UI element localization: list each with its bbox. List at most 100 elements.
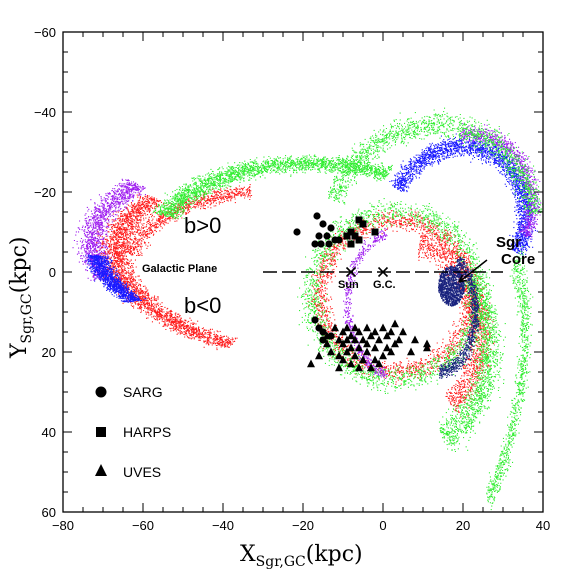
y-tick-label: 0: [49, 265, 56, 280]
annotation-b-positive: b>0: [184, 213, 221, 238]
x-tick-labels: −80 −60 −40 −20 0 20 40: [52, 518, 550, 533]
marker-harps: [359, 220, 367, 228]
annotation-sgr: Sgr: [496, 234, 521, 251]
marker-uves: [347, 343, 355, 352]
y-tick-label: 40: [42, 425, 56, 440]
annotation-b-negative: b<0: [184, 293, 221, 318]
marker-uves: [335, 335, 343, 344]
x-tick-label: −60: [132, 518, 154, 533]
marker-uves: [307, 359, 315, 368]
marker-harps: [347, 240, 355, 248]
marker-uves: [379, 351, 387, 360]
marker-sarg: [311, 240, 319, 248]
annotation-sun: Sun: [338, 279, 359, 291]
x-axis-label: XSgr,GC(kpc): [240, 542, 363, 570]
sgr-core-arrow: [458, 259, 488, 283]
stream-green-12: [438, 269, 506, 453]
marker-sarg: [335, 236, 343, 244]
marker-uves: [339, 355, 347, 364]
marker-uves: [371, 355, 379, 364]
marker-uves: [359, 355, 367, 364]
marker-uves: [343, 323, 351, 332]
marker-uves: [343, 347, 351, 356]
marker-sarg: [313, 212, 321, 220]
y-tick-label: −20: [34, 185, 56, 200]
marker-uves: [367, 331, 375, 340]
legend-marker-sarg: [95, 386, 107, 398]
marker-sarg: [323, 232, 331, 240]
tick-marks: [62, 31, 544, 513]
marker-uves: [315, 351, 323, 360]
stream-green-9: [297, 198, 492, 394]
marker-uves: [391, 319, 399, 328]
sgr-core: [438, 265, 465, 307]
stream-navy-14: [439, 256, 481, 379]
legend-label-uves: UVES: [123, 464, 161, 480]
marker-uves: [363, 347, 371, 356]
marker-uves: [359, 335, 367, 344]
marker-uves: [387, 347, 395, 356]
axis-ticks: [62, 31, 544, 513]
x-tick-label: −40: [212, 518, 234, 533]
marker-uves: [339, 339, 347, 348]
stream-purple-0: [72, 178, 146, 281]
y-tick-labels: −60 −40 −20 0 20 40 60: [34, 25, 56, 520]
sample-markers: [293, 212, 431, 372]
legend-label-harps: HARPS: [123, 424, 171, 440]
marker-harps: [371, 228, 379, 236]
marker-uves: [323, 339, 331, 348]
marker-uves: [423, 339, 431, 348]
marker-uves: [331, 323, 339, 332]
stream-blue-3: [84, 254, 147, 303]
stream-green-7: [328, 107, 544, 216]
marker-uves: [355, 327, 363, 336]
marker-uves: [367, 363, 375, 372]
marker-sarg: [311, 316, 319, 324]
marker-uves: [351, 323, 359, 332]
x-tick-label: 20: [456, 518, 470, 533]
marker-uves: [371, 327, 379, 336]
x-tick-label: −80: [52, 518, 74, 533]
marker-uves: [363, 323, 371, 332]
marker-uves: [327, 347, 335, 356]
y-axis-label: YSgr,GC(kpc): [7, 237, 35, 360]
marker-sarg: [293, 228, 301, 236]
marker-harps: [351, 232, 359, 240]
x-tick-label: −20: [292, 518, 314, 533]
marker-uves: [411, 335, 419, 344]
cross-sun: [345, 266, 357, 278]
x-tick-label: 40: [536, 518, 550, 533]
marker-sarg: [317, 240, 325, 248]
legend-label-sarg: SARG: [123, 384, 163, 400]
y-tick-label: 20: [42, 345, 56, 360]
marker-uves: [351, 351, 359, 360]
marker-sarg: [325, 240, 333, 248]
marker-sarg: [327, 224, 335, 232]
marker-uves: [375, 359, 383, 368]
marker-uves: [339, 327, 347, 336]
stream-green-13: [486, 245, 534, 511]
marker-harps: [343, 232, 351, 240]
x-tick-label: 0: [379, 518, 386, 533]
marker-uves: [383, 343, 391, 352]
marker-uves: [355, 343, 363, 352]
galactic-plane-line: [263, 259, 503, 283]
annotation-gc: G.C.: [373, 279, 396, 291]
cross-gc: [377, 266, 389, 278]
marker-uves: [347, 359, 355, 368]
marker-uves: [355, 363, 363, 372]
annotation-galactic-plane: Galactic Plane: [142, 263, 217, 275]
annotation-core: Core: [501, 251, 535, 268]
marker-uves: [383, 331, 391, 340]
marker-uves: [343, 335, 351, 344]
marker-harps: [355, 236, 363, 244]
legend-marker-uves: [95, 464, 107, 476]
marker-uves: [395, 335, 403, 344]
marker-uves: [379, 323, 387, 332]
stream-green-4: [152, 154, 393, 220]
marker-uves: [335, 351, 343, 360]
marker-sarg: [319, 328, 327, 336]
marker-uves: [407, 347, 415, 356]
marker-sarg: [319, 220, 327, 228]
